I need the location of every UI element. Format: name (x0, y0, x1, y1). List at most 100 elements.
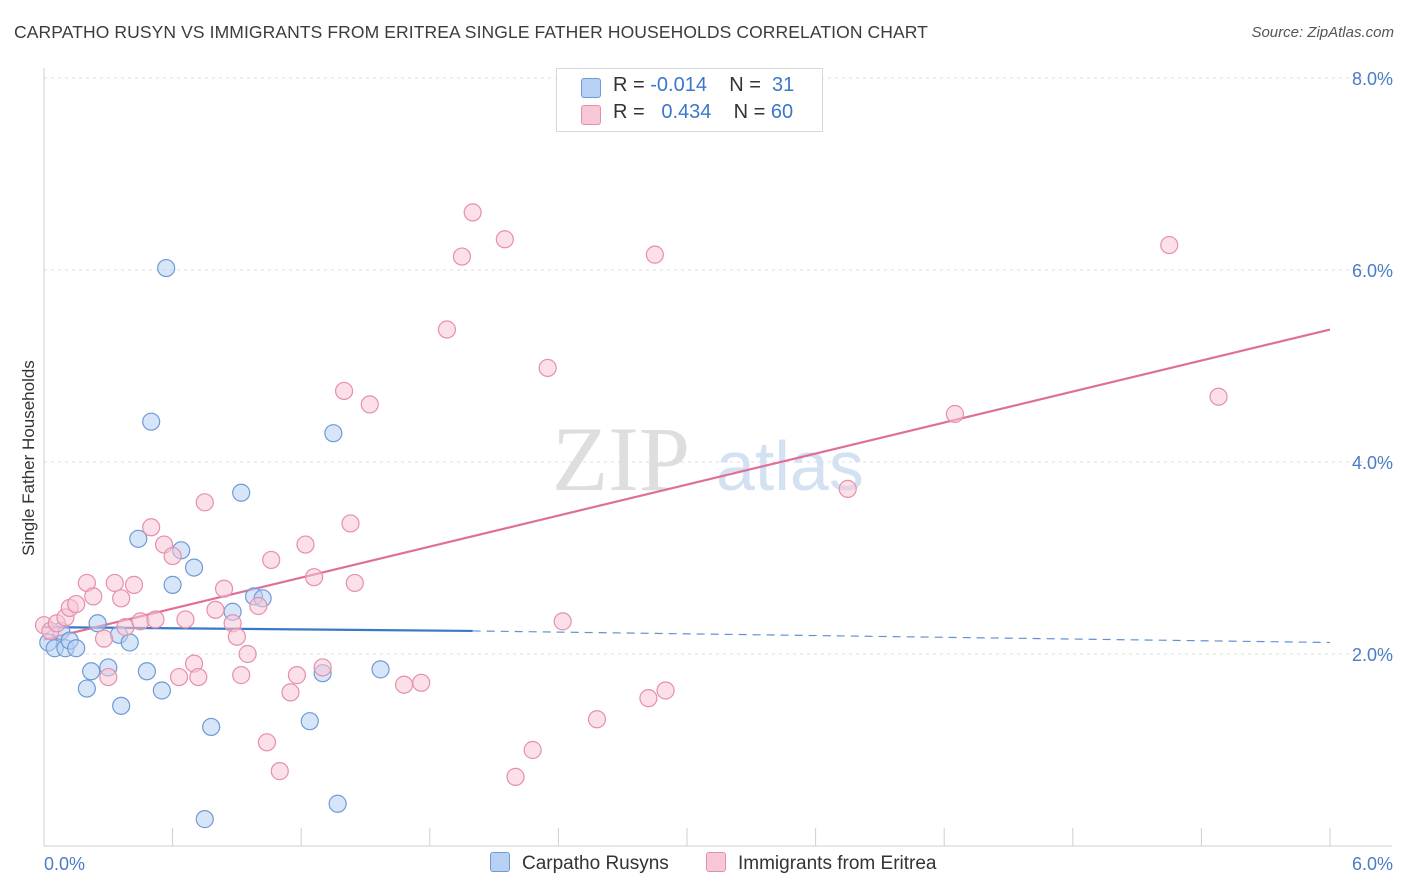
point-carpatho-rusyns (328, 794, 347, 813)
point-eritrea (232, 666, 251, 685)
point-carpatho-rusyns (77, 679, 96, 698)
point-carpatho-rusyns (82, 662, 101, 681)
point-carpatho-rusyns (120, 633, 139, 652)
trend-extension-carpatho-rusyns (472, 630, 1331, 644)
bottom-legend-label: Immigrants from Eritrea (738, 853, 937, 874)
point-eritrea (176, 610, 195, 629)
point-eritrea (146, 610, 165, 629)
legend-n-value: 60 (770, 101, 794, 123)
bottom-legend-label: Carpatho Rusyns (522, 853, 669, 874)
point-eritrea (189, 667, 208, 687)
chart-title: CARPATHO RUSYN VS IMMIGRANTS FROM ERITRE… (14, 22, 928, 42)
point-eritrea (270, 762, 289, 781)
point-eritrea (131, 612, 150, 631)
point-eritrea (296, 535, 315, 554)
point-carpatho-rusyns (163, 575, 182, 594)
source-credit: Source: ZipAtlas.com (1251, 24, 1394, 41)
tick-labels: 2.0% 4.0% 6.0% 8.0% 0.0% 6.0% (44, 69, 1393, 874)
legend-n-label: N = (733, 101, 766, 123)
watermark-zip: ZIP (552, 408, 690, 510)
bottom-legend-carpatho: Carpatho Rusyns (490, 852, 669, 875)
point-eritrea (495, 230, 514, 249)
point-carpatho-rusyns (157, 258, 176, 278)
point-eritrea (838, 479, 857, 498)
point-carpatho-rusyns (88, 614, 107, 633)
point-carpatho-rusyns (202, 717, 221, 737)
axes (43, 68, 1392, 847)
point-carpatho-rusyns (112, 696, 131, 715)
point-eritrea (287, 666, 307, 685)
point-eritrea (257, 733, 277, 752)
point-eritrea (169, 667, 189, 687)
point-eritrea (645, 245, 664, 264)
legend-swatch-pink (581, 105, 601, 125)
point-eritrea (1209, 387, 1228, 406)
point-carpatho-rusyns (232, 483, 251, 502)
legend-r-label: R = (613, 74, 645, 96)
point-eritrea (163, 546, 182, 566)
point-eritrea (238, 644, 257, 664)
point-carpatho-rusyns (184, 558, 204, 577)
point-carpatho-rusyns (142, 412, 161, 431)
trend-line-carpatho-rusyns (43, 626, 473, 633)
point-eritrea (523, 740, 542, 760)
point-eritrea (124, 575, 144, 594)
point-eritrea (506, 767, 525, 786)
point-eritrea (1160, 235, 1179, 255)
legend-r-label: R = (613, 101, 645, 123)
legend-swatch-blue (581, 78, 601, 98)
trend-line-eritrea (43, 328, 1331, 641)
gridlines (44, 77, 1392, 655)
point-eritrea (394, 675, 414, 694)
point-eritrea (656, 681, 675, 700)
point-carpatho-rusyns (300, 712, 319, 731)
point-eritrea (214, 579, 234, 598)
point-eritrea (112, 589, 131, 608)
point-carpatho-rusyns (195, 810, 214, 829)
point-eritrea (412, 673, 431, 692)
point-carpatho-rusyns (137, 662, 156, 681)
x-tick-label: 0.0% (44, 854, 85, 874)
point-eritrea (206, 600, 225, 619)
point-carpatho-rusyns (129, 529, 148, 548)
point-eritrea (67, 594, 86, 614)
point-eritrea (281, 683, 300, 702)
watermark: ZIP atlas (552, 408, 864, 510)
point-eritrea (227, 627, 246, 646)
bottom-legend-swatch-pink (706, 852, 726, 872)
point-eritrea (94, 629, 114, 648)
x-tick-label: 6.0% (1352, 854, 1393, 874)
correlation-legend: R = -0.014 N = 31 R = 0.434 N = 60 (556, 68, 823, 132)
y-tick-label: 8.0% (1352, 69, 1393, 89)
point-eritrea (313, 658, 332, 677)
point-eritrea (341, 514, 360, 533)
point-carpatho-rusyns (67, 639, 86, 658)
point-eritrea (587, 710, 607, 729)
point-eritrea (452, 247, 472, 266)
y-tick-label: 6.0% (1352, 261, 1393, 281)
point-eritrea (538, 358, 557, 378)
legend-n-value: 31 (772, 74, 795, 96)
point-eritrea (945, 404, 965, 424)
point-carpatho-rusyns (324, 424, 343, 443)
legend-n-label: N = (729, 74, 761, 96)
y-axis-label: Single Father Households (19, 360, 38, 556)
legend-r-value: -0.014 (650, 74, 707, 96)
y-tick-label: 4.0% (1352, 453, 1393, 473)
bottom-legend-swatch-blue (490, 852, 510, 872)
point-eritrea (195, 493, 214, 512)
point-eritrea (345, 573, 364, 593)
point-eritrea (105, 573, 124, 593)
point-carpatho-rusyns (371, 660, 390, 679)
point-eritrea (639, 689, 658, 708)
y-tick-label: 2.0% (1352, 645, 1393, 665)
point-carpatho-rusyns (152, 681, 171, 700)
point-eritrea (99, 667, 118, 687)
point-eritrea (360, 395, 379, 414)
point-eritrea (142, 518, 161, 537)
point-eritrea (463, 203, 482, 222)
point-eritrea (553, 612, 572, 631)
point-eritrea (249, 596, 268, 616)
bottom-legend-eritrea: Immigrants from Eritrea (706, 852, 936, 875)
